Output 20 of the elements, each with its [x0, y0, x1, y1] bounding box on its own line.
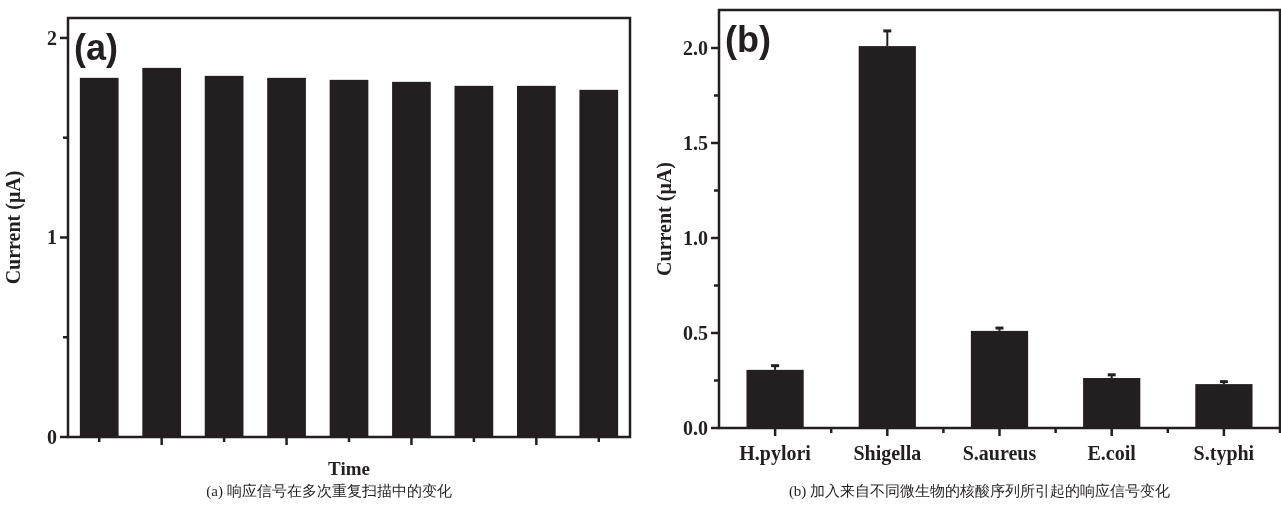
x-tick-label: S.typhi [1193, 442, 1255, 465]
y-tick-label: 1.5 [683, 132, 708, 154]
y-tick-label: 1.0 [683, 227, 708, 249]
x-axis-title: Time [328, 458, 370, 479]
text: (b) 加入来自不同微生物的核酸序列所引起的响应信号变化 [788, 483, 1171, 500]
annotation: (b) [725, 19, 771, 60]
y-tick-label: 2 [47, 26, 57, 49]
y-tick-label: 2.0 [683, 37, 708, 59]
text: (a) 响应信号在多次重复扫描中的变化 [206, 483, 452, 500]
x-tick-label: E.coil [1087, 442, 1137, 464]
y-tick-label: 0.0 [683, 417, 708, 439]
x-tick-label: Shigella [853, 442, 922, 465]
annotation: (a) [74, 27, 118, 68]
y-tick-label: 0 [47, 426, 57, 448]
y-axis-title: Current (μA) [2, 170, 25, 285]
x-tick-label: S.aureus [962, 442, 1037, 464]
y-axis-title: Current (μA) [653, 162, 676, 276]
y-tick-label: 1 [47, 226, 57, 249]
x-tick-label: H.pylori [739, 442, 812, 465]
y-tick-label: 0.5 [683, 322, 708, 344]
